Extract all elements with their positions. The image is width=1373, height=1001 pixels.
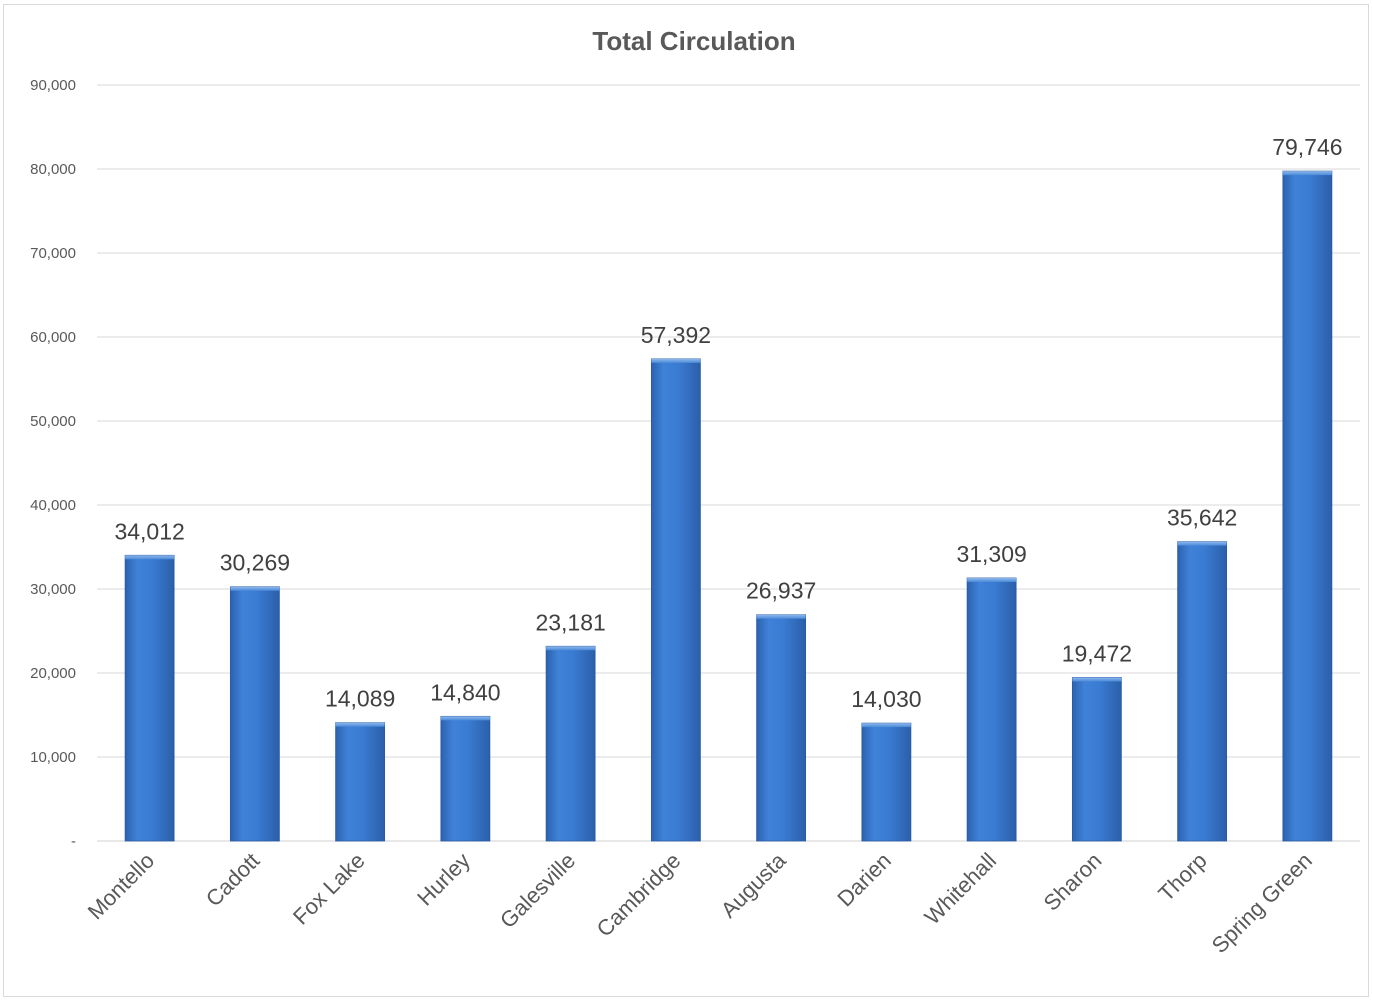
bar-galesville (545, 645, 596, 842)
bar (1282, 170, 1333, 842)
bar-montello (124, 554, 175, 842)
bar (1071, 677, 1122, 842)
x-tick-label: Spring Green (1207, 848, 1317, 958)
data-label: 14,089 (325, 686, 395, 712)
y-tick-label: 50,000 (30, 413, 76, 430)
y-tick-label: - (71, 833, 76, 850)
bar-top-highlight (440, 716, 490, 721)
bar-top-highlight (546, 646, 596, 651)
data-labels: 34,012 30,269 14,089 14,840 23,181 57,392 26,9… (114, 134, 1342, 712)
bar-top-highlight (1177, 541, 1227, 546)
bar (229, 586, 280, 842)
x-tick-label: Whitehall (920, 848, 1002, 930)
data-label: 35,642 (1167, 505, 1237, 531)
y-tick-label: 60,000 (30, 329, 76, 346)
data-label: 57,392 (641, 322, 711, 348)
x-tick-label: Montello (83, 848, 159, 924)
bar-top-highlight (125, 555, 175, 560)
x-tick-label: Augusta (716, 847, 791, 922)
bar-whitehall (966, 577, 1017, 842)
y-tick-label: 10,000 (30, 749, 76, 766)
bar-top-highlight (335, 722, 385, 727)
x-tick-label: Cambridge (592, 848, 686, 942)
bar-thorp (1177, 541, 1228, 842)
data-label: 34,012 (114, 518, 184, 544)
bar (650, 358, 701, 842)
bar-cambridge (650, 358, 701, 842)
bar-top-highlight (1072, 677, 1122, 682)
bar-top-highlight (967, 578, 1017, 583)
y-tick-label: 90,000 (30, 77, 76, 94)
bar (545, 645, 596, 842)
y-tick-label: 80,000 (30, 161, 76, 178)
bar-top-highlight (756, 614, 806, 619)
bar-augusta (756, 614, 807, 842)
gridlines (97, 84, 1360, 842)
data-label: 26,937 (746, 578, 816, 604)
y-tick-label: 70,000 (30, 245, 76, 262)
bar-fox-lake (335, 722, 386, 842)
bar (1177, 541, 1228, 842)
bar (335, 722, 386, 842)
chart-title: Total Circulation (592, 26, 795, 56)
data-label: 79,746 (1272, 134, 1342, 160)
bar-top-highlight (1282, 171, 1332, 176)
data-label: 19,472 (1062, 640, 1132, 666)
bar (861, 722, 912, 842)
bar (966, 577, 1017, 842)
bar-sharon (1071, 677, 1122, 842)
y-tick-label: 30,000 (30, 581, 76, 598)
data-label: 14,840 (430, 679, 500, 705)
data-label: 23,181 (535, 609, 605, 635)
x-tick-label: Cadott (201, 848, 265, 912)
y-axis-ticks: - 10,000 20,000 30,000 40,000 50,000 60,000 70,… (30, 77, 76, 850)
x-tick-label: Thorp (1153, 848, 1211, 906)
bar-top-highlight (230, 586, 280, 591)
bar-darien (861, 722, 912, 842)
y-tick-label: 20,000 (30, 665, 76, 682)
x-axis-ticks: Montello Cadott Fox Lake Hurley Galesville Ca… (83, 847, 1317, 958)
bar (124, 554, 175, 842)
data-label: 14,030 (851, 686, 921, 712)
bar-hurley (440, 715, 491, 842)
x-tick-label: Darien (832, 848, 896, 912)
data-label: 31,309 (956, 541, 1026, 567)
bar (756, 614, 807, 842)
bars (124, 170, 1333, 842)
data-label: 30,269 (220, 550, 290, 576)
x-tick-label: Fox Lake (288, 848, 370, 930)
x-tick-label: Sharon (1039, 848, 1107, 916)
bar (440, 715, 491, 842)
x-tick-label: Galesville (495, 848, 580, 933)
y-tick-label: 40,000 (30, 497, 76, 514)
x-tick-label: Hurley (412, 848, 475, 911)
bar-spring-green (1282, 170, 1333, 842)
bar-cadott (229, 586, 280, 842)
bar-top-highlight (861, 723, 911, 728)
bar-top-highlight (651, 358, 701, 363)
